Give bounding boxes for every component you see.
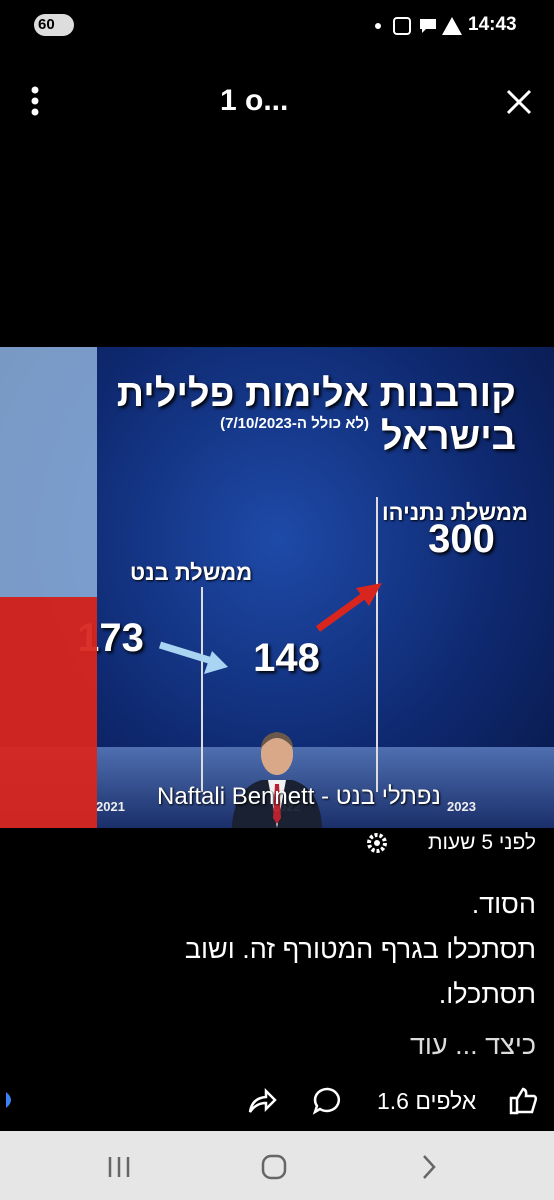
see-more[interactable]: כיצד ... עוד [409,1030,536,1060]
header-title: 1 o... [220,84,289,117]
bar [0,481,322,828]
chart-title: קורבנות אלימות פלילית בישראל [116,373,516,458]
post-time: לפני 5 שעות [427,831,536,854]
bar [0,597,322,828]
chart-subtitle: (לא כולל ה-7/10/2023) [220,415,369,432]
status-time: 14:43 [468,14,517,35]
divider [201,587,203,792]
author-caption: Naftali Bennett - נפתלי בנט [157,783,441,810]
audience-icon [367,833,387,853]
bar [0,347,322,828]
status-icons [375,17,462,35]
comment-button[interactable] [312,1086,344,1116]
status-badge: 60 [34,14,74,36]
like-count[interactable]: 1.6 אלפים [377,1088,477,1114]
portrait [232,732,322,828]
like-icon[interactable] [508,1086,538,1116]
post-image[interactable]: קורבנות אלימות פלילית בישראל (לא כולל ה-… [0,347,554,828]
text-line: הסוד. [471,889,536,919]
nav-icons [108,1154,436,1180]
value-label: 300 [428,517,495,561]
close-button[interactable] [505,88,533,116]
text-line: תסתכלו. [438,979,536,1009]
text-line: תסתכלו בגרף המטורף זה. ושוב [184,934,536,964]
nav-bar [0,1131,554,1200]
group-label: ממשלת נתניהו [382,500,528,525]
share-button[interactable] [246,1086,278,1116]
bars: 173202114820223002023 [0,347,554,828]
x-tick-label: 2023 [447,799,476,814]
x-tick-label: 2021 [96,799,125,814]
post-text: הסוד. תסתכלו בגרף המטורף זה. ושוב תסתכלו. [185,882,536,1017]
edge-handle [6,1092,11,1108]
menu-button[interactable] [26,86,46,118]
divider [376,497,378,792]
group-label: ממשלת בנט [130,560,253,585]
value-label: 148 [253,635,320,680]
arrows [158,583,382,674]
